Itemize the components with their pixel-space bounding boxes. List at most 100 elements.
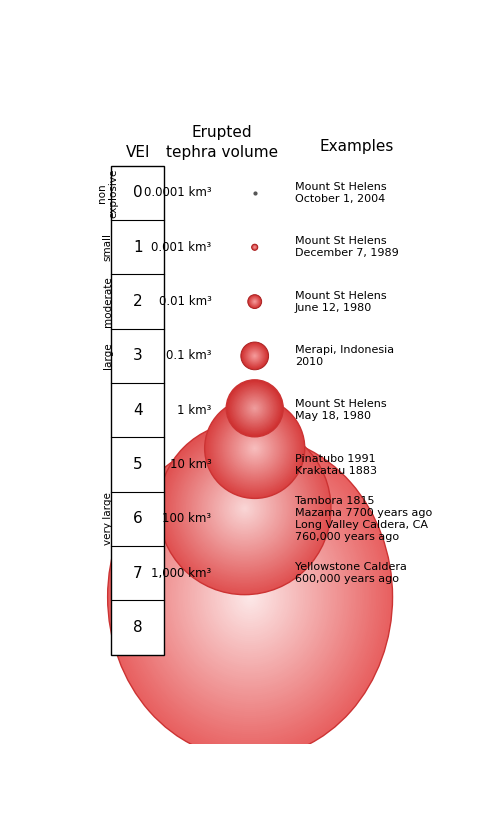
Circle shape — [220, 413, 290, 483]
Circle shape — [216, 480, 274, 538]
Circle shape — [240, 394, 269, 422]
Ellipse shape — [243, 589, 257, 605]
Circle shape — [254, 247, 256, 248]
Circle shape — [183, 446, 306, 570]
Circle shape — [209, 472, 281, 544]
Ellipse shape — [166, 502, 334, 692]
Ellipse shape — [140, 472, 360, 722]
Circle shape — [216, 410, 294, 487]
Text: Pinatubo 1991
Krakatau 1883: Pinatubo 1991 Krakatau 1883 — [295, 454, 377, 476]
Circle shape — [229, 492, 260, 524]
Circle shape — [244, 398, 264, 418]
Circle shape — [230, 494, 259, 522]
Circle shape — [254, 447, 256, 450]
Circle shape — [246, 440, 264, 457]
Circle shape — [254, 247, 256, 248]
Circle shape — [246, 400, 264, 417]
Circle shape — [208, 401, 302, 496]
Ellipse shape — [200, 540, 300, 654]
Ellipse shape — [131, 461, 370, 732]
Circle shape — [160, 424, 330, 594]
Circle shape — [254, 246, 256, 248]
Text: Erupted
tephra volume: Erupted tephra volume — [166, 125, 278, 160]
Circle shape — [203, 466, 286, 550]
Circle shape — [252, 406, 257, 410]
Circle shape — [210, 403, 300, 493]
Circle shape — [232, 385, 278, 431]
Circle shape — [218, 411, 292, 486]
Circle shape — [252, 245, 257, 249]
Ellipse shape — [160, 494, 341, 700]
Text: 1 km³: 1 km³ — [177, 404, 212, 416]
Ellipse shape — [163, 498, 338, 696]
Ellipse shape — [232, 577, 268, 617]
Circle shape — [247, 349, 262, 364]
Ellipse shape — [216, 558, 284, 635]
Text: Merapi, Indonesia
2010: Merapi, Indonesia 2010 — [295, 345, 394, 367]
Ellipse shape — [176, 512, 325, 682]
Circle shape — [168, 432, 321, 584]
Circle shape — [236, 430, 274, 467]
Circle shape — [177, 441, 312, 576]
Circle shape — [239, 502, 250, 514]
Circle shape — [242, 436, 266, 461]
Ellipse shape — [225, 568, 275, 625]
Circle shape — [240, 435, 268, 462]
Circle shape — [166, 430, 324, 588]
Circle shape — [252, 245, 258, 250]
Text: Mount St Helens
June 12, 1980: Mount St Helens June 12, 1980 — [295, 291, 386, 313]
Circle shape — [234, 387, 276, 430]
Ellipse shape — [246, 593, 254, 601]
Text: large: large — [102, 343, 113, 370]
Text: 4: 4 — [133, 403, 142, 418]
Ellipse shape — [248, 595, 252, 599]
Ellipse shape — [120, 450, 380, 745]
Circle shape — [198, 461, 292, 556]
Circle shape — [250, 352, 259, 360]
Circle shape — [176, 440, 314, 578]
Circle shape — [253, 246, 256, 249]
Text: small: small — [102, 233, 113, 262]
Circle shape — [222, 415, 288, 482]
Circle shape — [229, 383, 280, 434]
Circle shape — [204, 468, 285, 548]
Text: 8: 8 — [133, 620, 142, 635]
Circle shape — [162, 425, 328, 592]
Circle shape — [248, 349, 262, 363]
Ellipse shape — [124, 453, 376, 741]
Circle shape — [230, 423, 280, 473]
Circle shape — [251, 298, 258, 305]
Circle shape — [236, 431, 272, 466]
Circle shape — [246, 347, 264, 365]
Circle shape — [212, 476, 278, 542]
Circle shape — [242, 395, 268, 421]
Circle shape — [252, 405, 258, 411]
Ellipse shape — [127, 457, 373, 737]
Circle shape — [250, 297, 260, 307]
Ellipse shape — [145, 477, 355, 716]
Circle shape — [253, 300, 256, 303]
Text: moderate: moderate — [102, 276, 113, 327]
Circle shape — [235, 389, 275, 428]
Circle shape — [248, 349, 261, 362]
Ellipse shape — [142, 474, 358, 721]
Ellipse shape — [154, 488, 346, 706]
Ellipse shape — [148, 482, 352, 712]
Circle shape — [240, 433, 270, 463]
Circle shape — [248, 402, 261, 415]
Circle shape — [238, 432, 270, 464]
Ellipse shape — [122, 451, 378, 742]
Ellipse shape — [129, 460, 371, 734]
Ellipse shape — [164, 500, 336, 694]
Ellipse shape — [147, 480, 354, 714]
Ellipse shape — [198, 538, 302, 655]
Circle shape — [246, 399, 264, 417]
Ellipse shape — [150, 484, 350, 710]
Text: 7: 7 — [133, 566, 142, 581]
Text: 0.0001 km³: 0.0001 km³ — [144, 186, 212, 200]
Ellipse shape — [144, 476, 357, 718]
Ellipse shape — [170, 506, 330, 688]
Ellipse shape — [192, 530, 309, 664]
Circle shape — [250, 403, 260, 413]
Circle shape — [226, 490, 264, 528]
